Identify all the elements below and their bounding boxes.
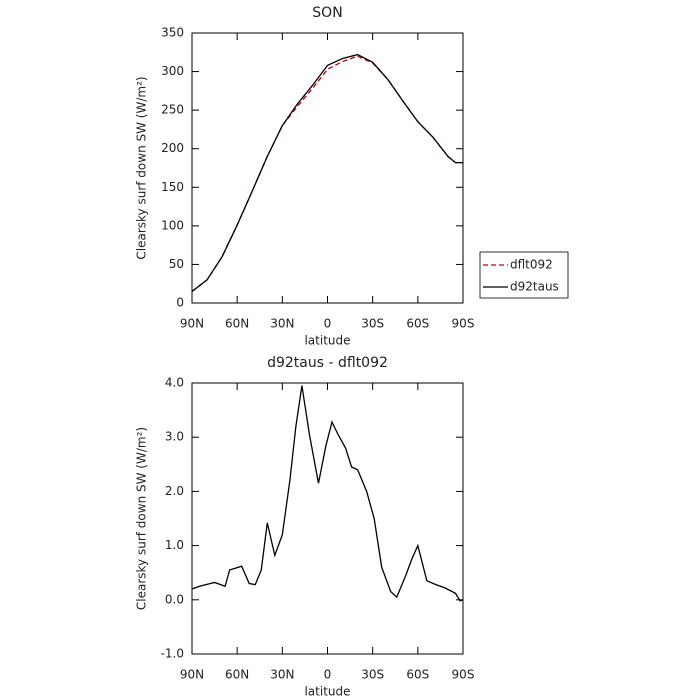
x-tick-label: 60N — [225, 668, 249, 682]
plot-frame — [191, 32, 464, 304]
x-tick-label: 0 — [324, 317, 332, 331]
y-tick-label: 250 — [161, 103, 184, 117]
x-tick-label: 90N — [180, 668, 204, 682]
plot-frame — [191, 382, 464, 655]
y-tick-label: 3.0 — [165, 430, 184, 444]
x-tick-label: 60N — [225, 317, 249, 331]
y-axis-label: Clearsky surf down SW (W/m²) — [135, 76, 149, 259]
y-tick-label: -1.0 — [161, 647, 184, 661]
legend-label: d92taus — [510, 280, 559, 294]
y-tick-label: 150 — [161, 180, 184, 194]
x-axis-label: latitude — [304, 334, 350, 348]
legend-label: dflt092 — [510, 258, 553, 272]
y-tick-label: 100 — [161, 218, 184, 232]
y-tick-label: 0.0 — [165, 592, 184, 606]
x-tick-label: 30N — [270, 668, 294, 682]
x-tick-label: 30S — [361, 317, 384, 331]
chart-title: SON — [312, 5, 342, 21]
y-tick-label: 350 — [161, 26, 184, 40]
series-line — [191, 385, 464, 602]
x-tick-label: 60S — [406, 668, 429, 682]
y-tick-label: 1.0 — [165, 538, 184, 552]
y-axis-label: Clearsky surf down SW (W/m²) — [135, 427, 149, 610]
chart-title: d92taus - dflt092 — [267, 355, 388, 371]
x-tick-label: 90N — [180, 317, 204, 331]
y-tick-label: 50 — [169, 257, 184, 271]
x-tick-label: 60S — [406, 317, 429, 331]
y-tick-label: 200 — [161, 141, 184, 155]
series-line — [191, 55, 463, 292]
x-tick-label: 0 — [324, 668, 332, 682]
series-line — [191, 53, 463, 292]
x-tick-label: 90S — [452, 317, 475, 331]
x-axis-label: latitude — [304, 685, 350, 699]
x-tick-label: 30S — [361, 668, 384, 682]
x-tick-label: 30N — [270, 317, 294, 331]
y-tick-label: 2.0 — [165, 484, 184, 498]
legend-box — [479, 251, 569, 299]
y-tick-label: 300 — [161, 64, 184, 78]
y-tick-label: 0 — [176, 296, 184, 310]
y-tick-label: 4.0 — [165, 376, 184, 390]
x-tick-label: 90S — [452, 668, 475, 682]
